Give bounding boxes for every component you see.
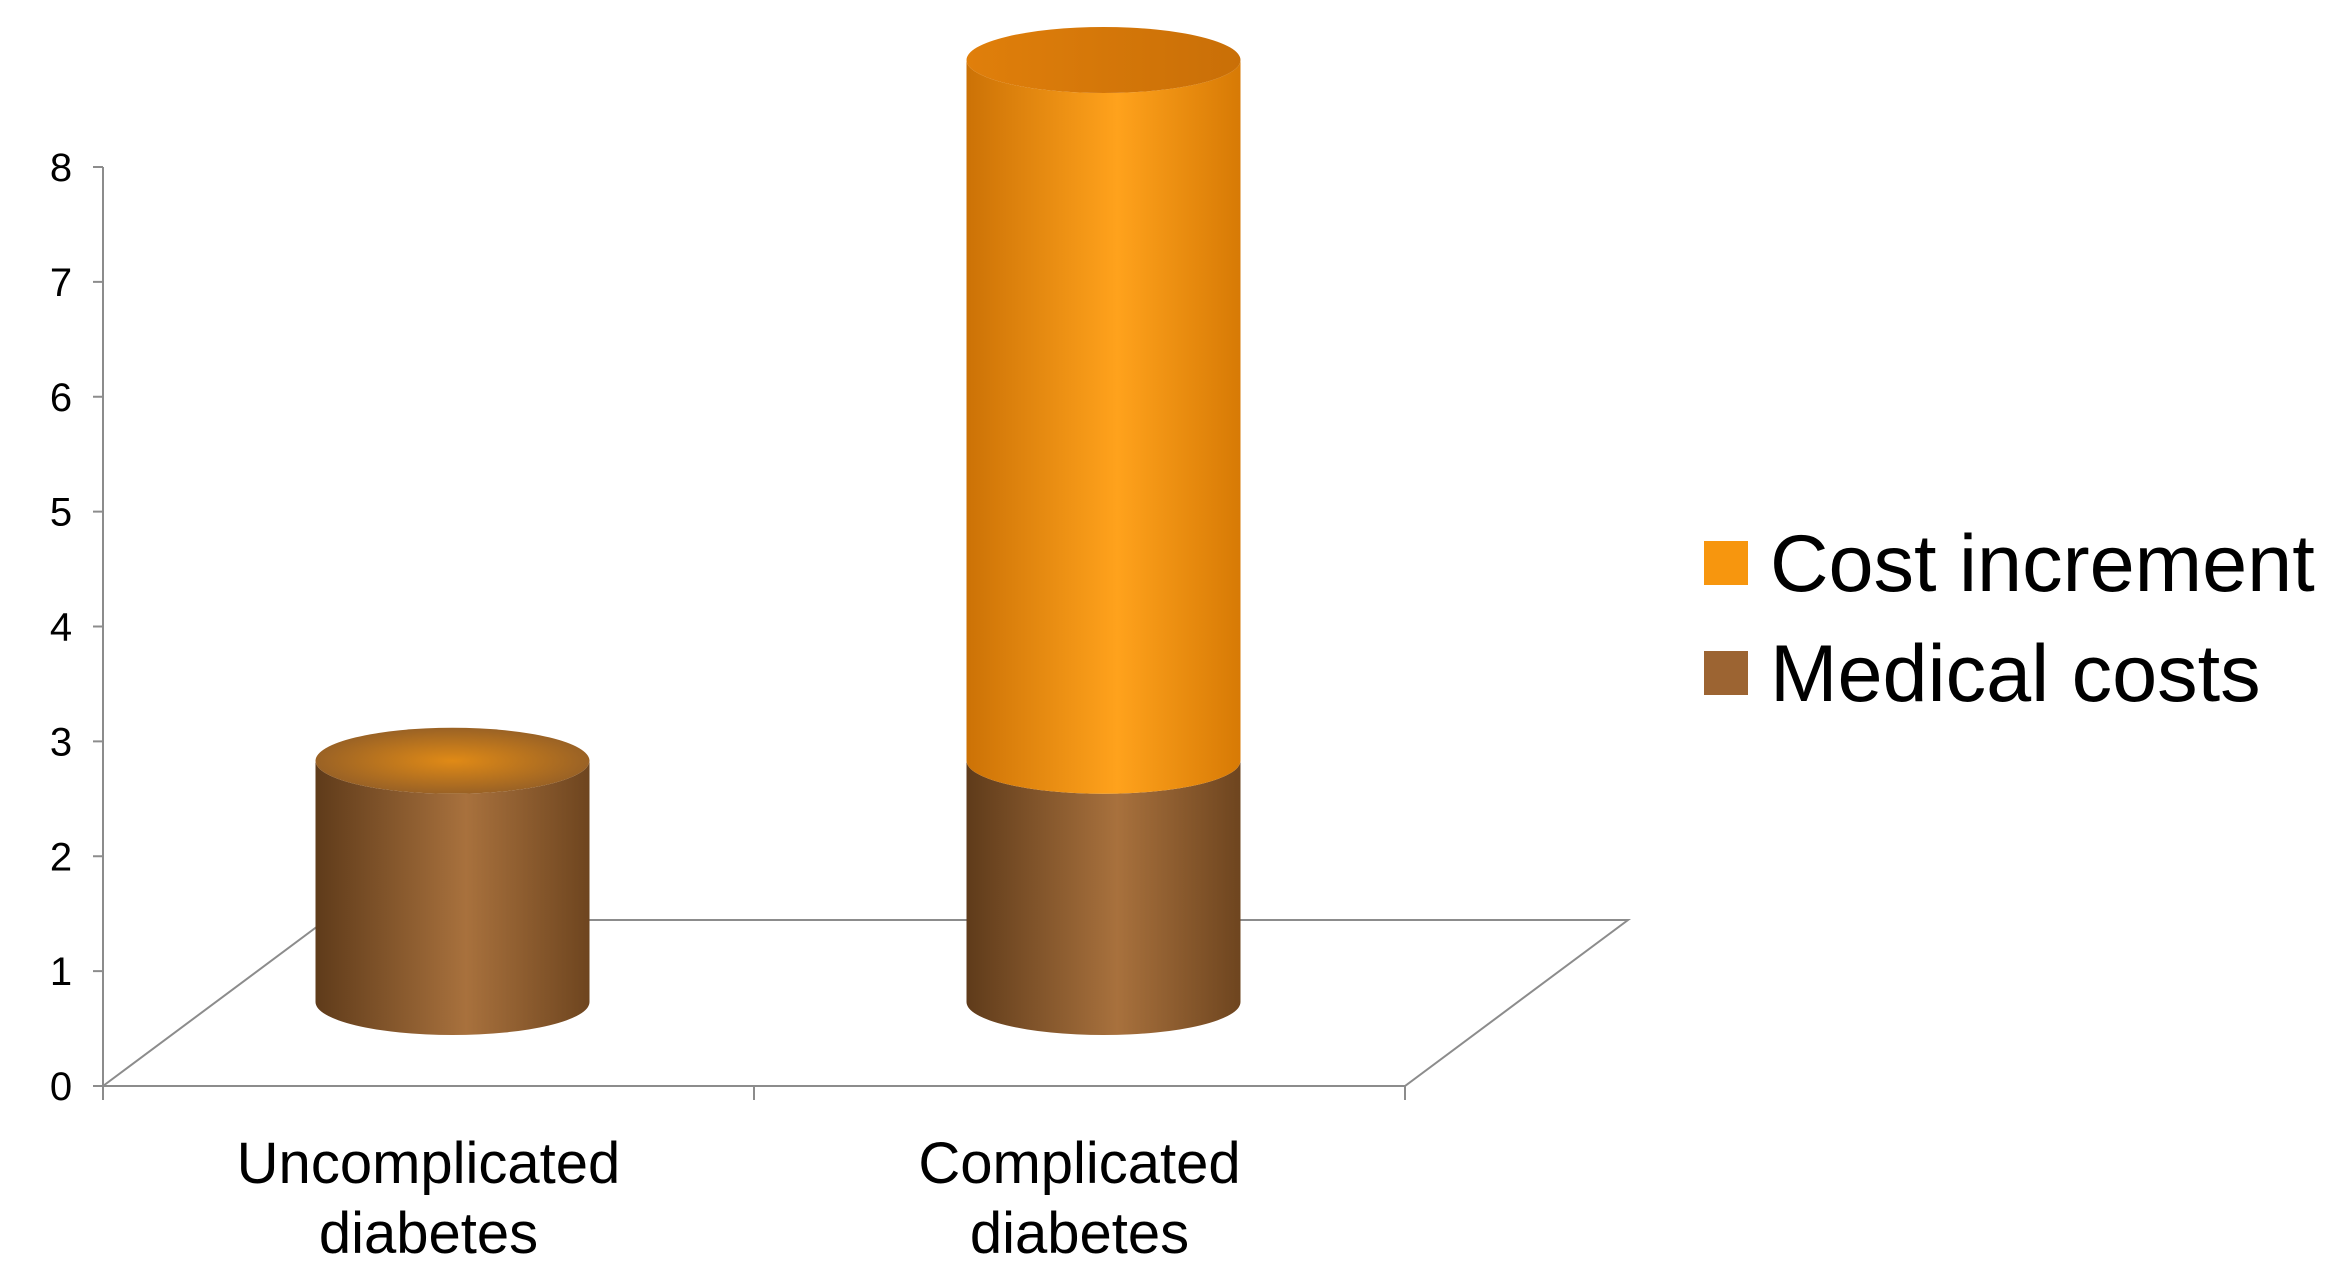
bars [315, 27, 1241, 1035]
y-tick-label: 7 [50, 261, 72, 305]
legend-label: Cost increment [1770, 519, 2315, 609]
y-tick-label: 6 [50, 376, 72, 420]
bar-medical-costs-0 [315, 760, 590, 1035]
legend-swatch-cost-increment [1704, 541, 1748, 585]
y-tick-label: 8 [50, 146, 72, 190]
bar-top-cap-0 [315, 727, 590, 794]
bar-cost-increment-1 [966, 60, 1241, 794]
y-tick-label: 3 [50, 720, 72, 764]
legend-label: Medical costs [1770, 629, 2261, 719]
legend: Cost increment Medical costs [1704, 519, 2315, 719]
x-category-label: Uncomplicated diabetes [237, 1131, 621, 1263]
x-category-label: Complicated diabetes [918, 1131, 1240, 1263]
bar-top-cap-1 [966, 27, 1241, 94]
y-tick-label: 5 [50, 491, 72, 535]
bar-medical-costs-1 [966, 760, 1241, 1035]
axis-labels: 0 1 2 3 4 5 6 7 8 Uncomplicated diabetes Complicate… [50, 146, 1241, 1263]
y-tick-label: 1 [50, 950, 72, 994]
y-tick-label: 2 [50, 835, 72, 879]
axes [93, 166, 1632, 1100]
legend-swatch-medical-costs [1704, 651, 1748, 695]
y-tick-label: 4 [50, 606, 72, 650]
y-tick-label: 0 [50, 1065, 72, 1109]
floor-plane [99, 919, 1632, 1087]
